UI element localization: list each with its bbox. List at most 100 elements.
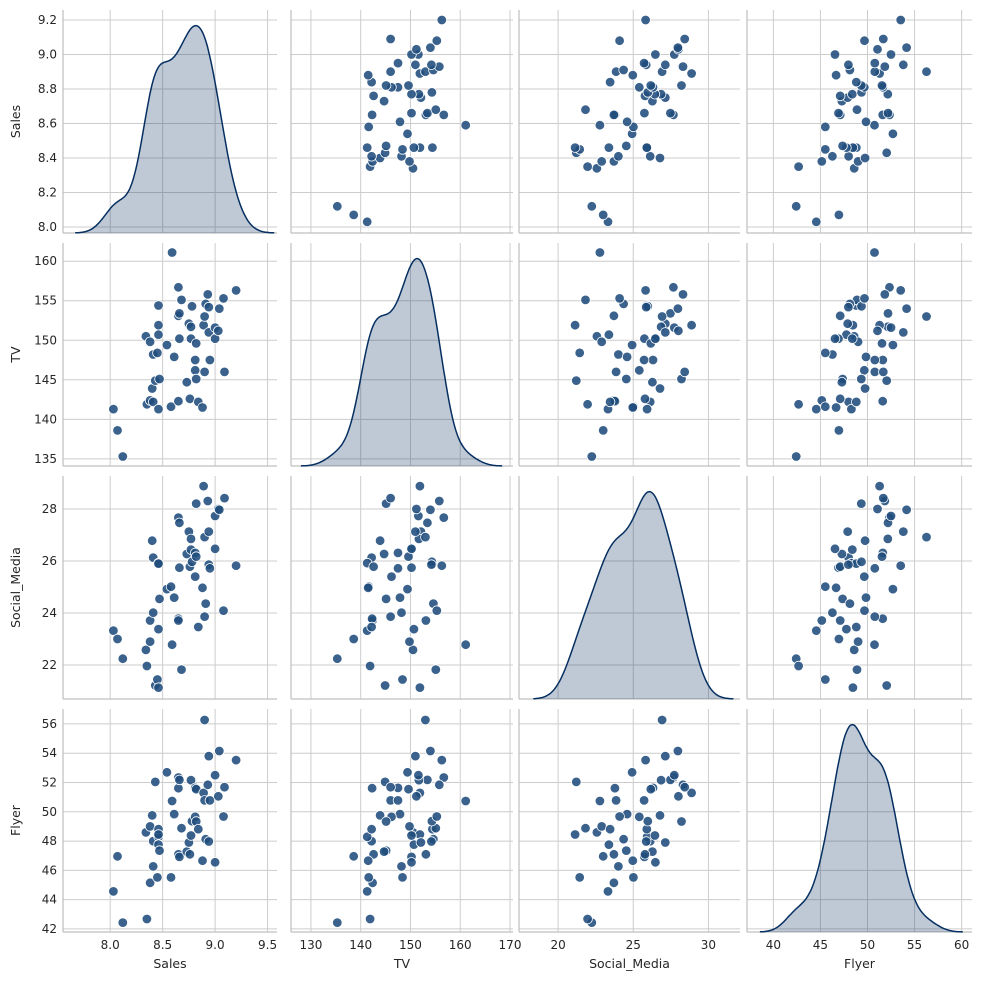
scatter-point <box>851 76 862 88</box>
scatter-point <box>385 782 396 793</box>
scatter-point <box>199 311 210 322</box>
scatter-point <box>586 451 598 462</box>
scatter-point <box>847 544 858 555</box>
scatter-point <box>594 247 606 258</box>
scatter-point <box>190 338 202 349</box>
scatter-point <box>627 402 639 413</box>
scatter-point <box>827 607 838 618</box>
scatter-point <box>438 512 450 523</box>
scatter-point <box>425 42 436 53</box>
scatter-point <box>363 69 374 81</box>
scatter-point <box>363 872 374 883</box>
scatter-point <box>626 767 638 778</box>
scatter-point <box>677 61 689 72</box>
scatter-point <box>613 861 624 872</box>
scatter-point <box>621 116 633 128</box>
scatter-point <box>598 425 609 436</box>
panel-TV-vs-TV <box>290 243 513 467</box>
scatter-point <box>645 151 656 162</box>
scatter-point <box>413 770 424 781</box>
scatter-point <box>679 366 690 378</box>
scatter-point <box>608 109 620 121</box>
scatter-point <box>406 107 417 119</box>
scatter-point <box>364 660 376 672</box>
scatter-point <box>153 403 164 415</box>
scatter-point <box>672 303 684 314</box>
scatter-point <box>869 639 880 650</box>
scatter-point <box>420 531 431 543</box>
scatter-point <box>869 611 881 622</box>
scatter-point <box>392 795 404 806</box>
scatter-point <box>608 877 620 889</box>
scatter-point <box>569 320 581 331</box>
panel-TV-vs-Social_Media <box>518 243 740 467</box>
scatter-point <box>200 598 211 609</box>
scatter-point <box>348 633 359 645</box>
scatter-point <box>830 582 842 594</box>
scatter-point <box>859 365 870 376</box>
scatter-point <box>374 535 386 546</box>
scatter-point <box>202 289 214 300</box>
scatter-point <box>628 872 639 883</box>
scatter-point <box>829 543 841 555</box>
scatter-point <box>186 301 198 312</box>
scatter-point <box>406 543 417 555</box>
scatter-point <box>153 300 164 311</box>
y-tick-label: 155 <box>34 294 57 308</box>
scatter-point <box>219 492 230 504</box>
scatter-point <box>392 547 404 559</box>
scatter-point <box>168 592 180 603</box>
scatter-point <box>396 861 407 872</box>
scatter-point <box>639 849 651 860</box>
scatter-point <box>366 151 377 162</box>
scatter-point <box>431 35 443 46</box>
scatter-point <box>837 593 848 605</box>
y-tick-label: 140 <box>34 412 57 426</box>
panel-Flyer-vs-Flyer: 40 45 50 55 60 Flyer <box>746 709 972 971</box>
scatter-point <box>202 495 214 507</box>
scatter-point <box>117 451 129 462</box>
scatter-point <box>843 151 854 162</box>
scatter-point <box>833 209 845 221</box>
scatter-point <box>820 144 831 155</box>
y-tick-label: 9.2 <box>38 13 57 27</box>
scatter-point <box>820 674 831 685</box>
scatter-point <box>230 560 242 571</box>
scatter-point <box>363 121 374 133</box>
scatter-point <box>380 593 392 605</box>
scatter-point <box>594 119 606 131</box>
scatter-point <box>833 425 845 436</box>
scatter-point <box>230 754 242 766</box>
panel-TV-vs-Sales: 135 140 145 150 155 160 TV <box>8 243 277 467</box>
scatter-point <box>410 750 421 762</box>
scatter-point <box>791 451 802 462</box>
scatter-point <box>410 59 421 71</box>
scatter-point <box>185 321 197 333</box>
x-tick-label: 150 <box>399 938 422 952</box>
panel-Sales-vs-TV <box>290 10 513 234</box>
scatter-point <box>112 633 123 645</box>
scatter-point <box>397 872 408 883</box>
scatter-point <box>152 872 163 883</box>
scatter-point <box>209 857 221 868</box>
scatter-point <box>820 401 831 412</box>
scatter-point <box>166 795 178 807</box>
scatter-point <box>837 140 848 152</box>
scatter-point <box>571 776 582 788</box>
scatter-point <box>209 770 221 781</box>
scatter-point <box>411 791 422 802</box>
y-tick-label: 42 <box>42 922 57 936</box>
scatter-point <box>660 327 671 338</box>
scatter-point <box>672 745 684 757</box>
scatter-point <box>174 562 185 573</box>
scatter-point <box>878 33 889 45</box>
scatter-point <box>621 845 632 856</box>
scatter-point <box>887 128 899 140</box>
scatter-point <box>842 526 853 537</box>
scatter-point <box>380 80 392 91</box>
scatter-point <box>378 548 390 560</box>
scatter-point <box>641 301 652 313</box>
scatter-point <box>843 559 854 570</box>
x-tick-label: 50 <box>860 938 875 952</box>
